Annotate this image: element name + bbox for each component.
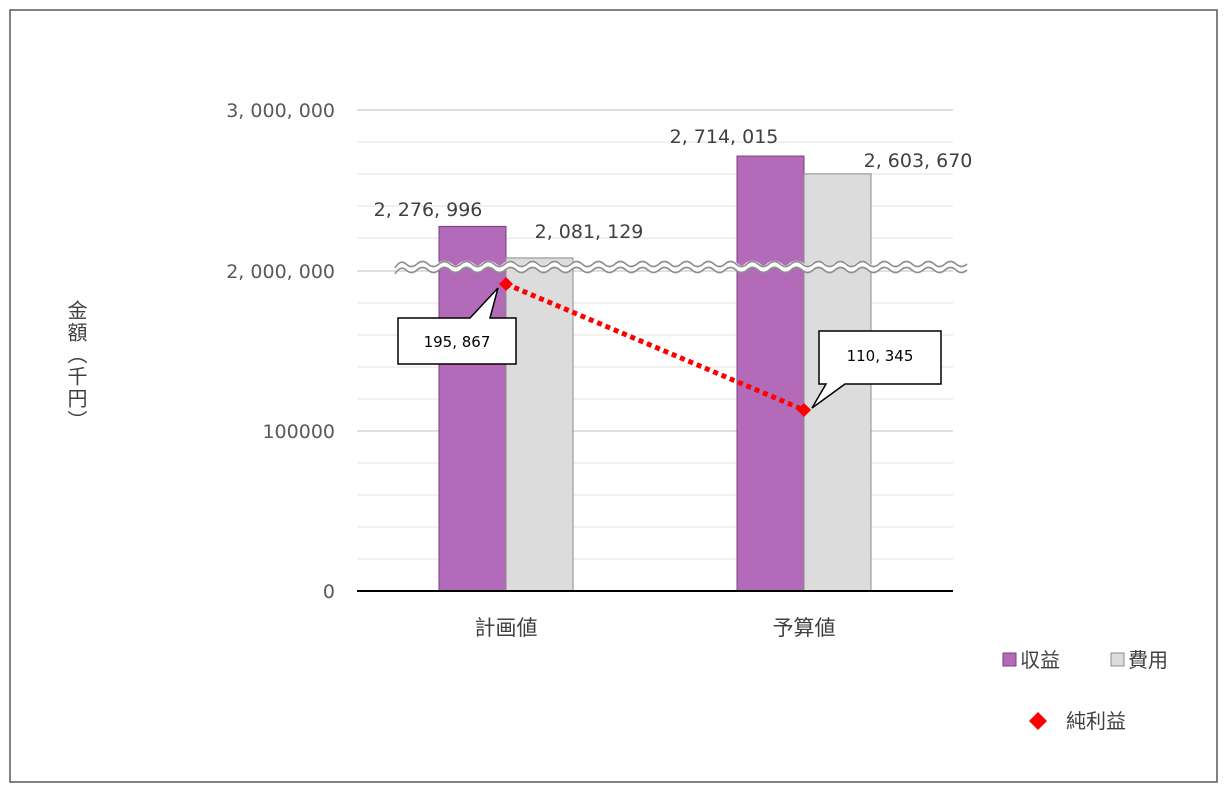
callout-box xyxy=(811,330,942,409)
bar-revenue xyxy=(438,225,507,592)
y-axis-ticks: 0 100000 2, 000, 000 3, 000, 000 xyxy=(226,100,335,603)
legend-swatch-cost xyxy=(1110,652,1125,667)
legend-label-cost: 費用 xyxy=(1128,648,1168,672)
axis-break-mask xyxy=(392,260,970,272)
net-profit-line xyxy=(499,277,811,417)
net-profit-marker xyxy=(499,277,513,291)
category-label: 計画値 xyxy=(475,616,538,640)
category-labels: 計画値 予算値 xyxy=(475,616,836,640)
bar-labels: 2, 276, 996 2, 714, 015 2, 081, 129 2, 603,… xyxy=(374,126,973,243)
bar-revenue xyxy=(736,155,805,592)
axis-break-wave xyxy=(394,266,968,275)
bars xyxy=(438,155,872,592)
callout-label: 195, 867 xyxy=(424,333,491,351)
net-profit-callouts: 195, 867 110, 345 xyxy=(397,287,942,409)
y-tick-label: 3, 000, 000 xyxy=(226,100,335,122)
bar-value-label: 2, 603, 670 xyxy=(864,150,973,172)
legend: 収益 費用 純利益 xyxy=(1002,648,1168,733)
y-tick-label: 0 xyxy=(323,581,335,603)
category-label: 予算値 xyxy=(773,616,836,640)
legend-swatch-revenue xyxy=(1002,652,1017,667)
net-profit-marker xyxy=(797,403,811,417)
bar-cost xyxy=(505,257,574,592)
bar-value-label: 2, 081, 129 xyxy=(535,221,644,243)
legend-label-net-profit: 純利益 xyxy=(1066,709,1126,733)
bar-value-label: 2, 276, 996 xyxy=(374,199,483,221)
y-tick-label: 2, 000, 000 xyxy=(226,261,335,283)
legend-label-revenue: 収益 xyxy=(1020,648,1060,672)
y-tick-label: 100000 xyxy=(262,421,335,443)
bar-value-label: 2, 714, 015 xyxy=(670,126,779,148)
axis-break xyxy=(392,260,970,275)
callout-label: 110, 345 xyxy=(847,347,914,365)
axis-break-wave xyxy=(394,260,968,269)
callout-box xyxy=(397,287,517,365)
y-axis-label: 金額（千円） xyxy=(64,300,88,432)
legend-marker-net-profit xyxy=(1029,712,1047,730)
